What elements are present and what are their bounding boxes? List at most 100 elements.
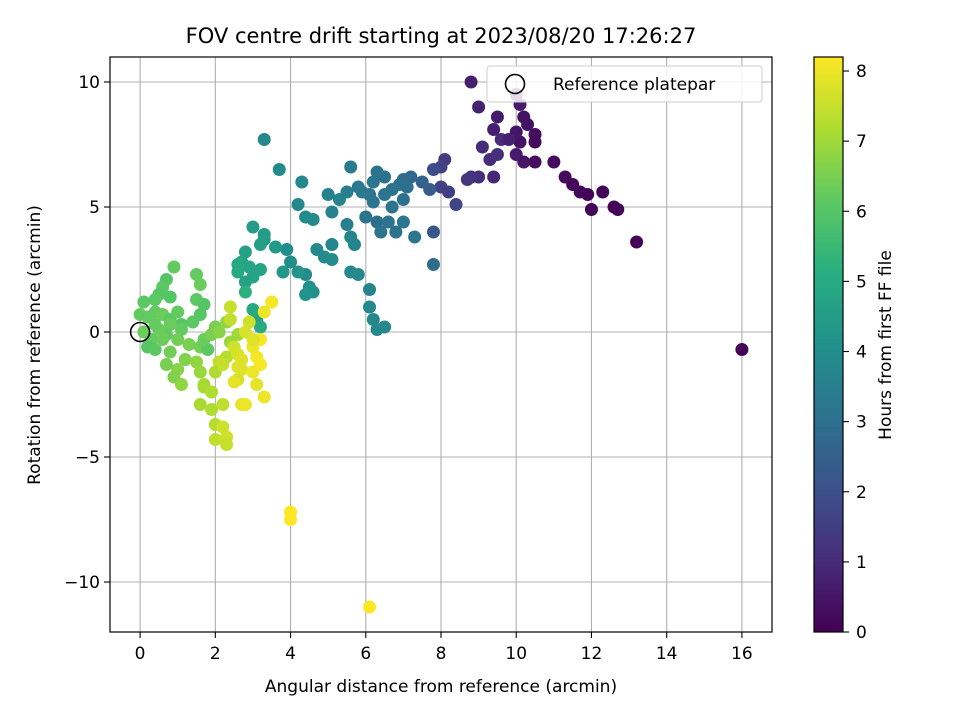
chart-title: FOV centre drift starting at 2023/08/20 …	[186, 24, 697, 48]
data-point	[250, 378, 264, 391]
data-point	[238, 285, 252, 299]
data-point	[272, 163, 286, 176]
data-point	[242, 260, 256, 274]
data-point	[174, 378, 188, 391]
data-point	[178, 353, 192, 366]
data-point	[325, 205, 339, 219]
data-point	[299, 288, 313, 301]
data-point	[276, 265, 290, 279]
data-point	[528, 135, 542, 149]
data-point	[487, 123, 501, 136]
data-point	[291, 198, 305, 211]
x-tick-label: 10	[505, 644, 527, 664]
data-point	[385, 200, 399, 214]
colorbar-tick-label: 7	[856, 132, 867, 152]
data-point	[363, 600, 377, 614]
colorbar-ticks: 0 1 2 3 4 5 6 7 8	[843, 62, 867, 643]
data-point	[163, 290, 177, 304]
data-point	[490, 148, 504, 161]
data-point	[174, 323, 188, 336]
data-point	[487, 170, 501, 184]
data-point	[475, 140, 489, 154]
legend-marker-reference	[504, 73, 526, 95]
data-point	[216, 358, 230, 371]
legend: Reference platepar	[486, 65, 763, 103]
data-point	[396, 193, 410, 206]
colorbar-tick-label: 5	[856, 272, 867, 292]
data-point	[321, 188, 335, 201]
colorbar-label: Hours from first FF file	[876, 250, 896, 440]
x-tick-label: 14	[656, 644, 678, 664]
x-axis-label: Angular distance from reference (arcmin)	[265, 677, 617, 697]
data-point	[521, 118, 535, 131]
colorbar-tick-label: 6	[856, 202, 867, 222]
data-point	[284, 513, 298, 526]
data-point	[201, 343, 215, 356]
data-point	[193, 365, 207, 379]
colorbar-tick-label: 1	[856, 553, 867, 573]
data-point	[611, 203, 625, 216]
data-point	[197, 298, 211, 311]
data-point	[190, 355, 204, 369]
data-point	[366, 313, 380, 326]
data-point	[400, 180, 414, 194]
x-tick-label: 16	[731, 644, 753, 664]
data-point	[581, 188, 595, 201]
legend-box	[486, 65, 763, 103]
data-point	[735, 343, 749, 356]
data-point	[359, 210, 373, 224]
y-axis-label: Rotation from reference (arcmin)	[25, 205, 45, 485]
data-point	[513, 135, 527, 149]
data-point	[253, 238, 267, 251]
data-point	[163, 345, 177, 359]
data-point	[148, 318, 162, 331]
data-point	[460, 173, 474, 186]
data-point	[426, 225, 440, 239]
data-point	[366, 195, 380, 209]
data-point	[193, 278, 207, 291]
data-point	[415, 175, 429, 189]
data-point	[167, 260, 181, 274]
data-point	[238, 245, 252, 259]
data-point	[257, 133, 271, 146]
data-point	[378, 320, 392, 334]
data-point	[163, 318, 177, 331]
data-point	[332, 193, 346, 206]
data-point	[547, 155, 561, 169]
data-point	[223, 313, 237, 326]
x-tick-label: 12	[581, 644, 603, 664]
data-point	[148, 293, 162, 306]
y-tick-label: 10	[78, 73, 100, 93]
data-point	[378, 188, 392, 201]
data-point	[227, 375, 241, 389]
data-point	[381, 215, 395, 229]
data-point	[351, 268, 365, 281]
data-point	[344, 160, 358, 174]
data-point	[464, 75, 478, 89]
data-point	[193, 398, 207, 411]
data-point	[442, 185, 456, 199]
data-point	[205, 385, 219, 399]
data-point	[284, 255, 298, 269]
data-point	[257, 390, 271, 404]
data-point	[253, 263, 267, 276]
x-tick-label: 4	[285, 644, 296, 664]
data-point	[363, 300, 377, 314]
data-point	[596, 185, 610, 199]
data-point	[137, 295, 151, 309]
data-point	[517, 155, 531, 169]
data-point	[253, 320, 267, 334]
data-point	[246, 303, 260, 316]
data-point	[472, 100, 486, 114]
y-axis-ticks: −10 −5 0 5 10	[64, 73, 110, 593]
data-point	[502, 133, 516, 146]
x-axis-ticks: 0 2 4 6 8 10 12 14 16	[135, 632, 753, 664]
data-point	[490, 110, 504, 124]
x-tick-label: 6	[360, 644, 371, 664]
colorbar-tick-label: 4	[856, 343, 867, 363]
data-point	[630, 235, 644, 249]
data-points	[129, 75, 749, 614]
data-point	[205, 403, 219, 416]
data-point	[366, 175, 380, 189]
